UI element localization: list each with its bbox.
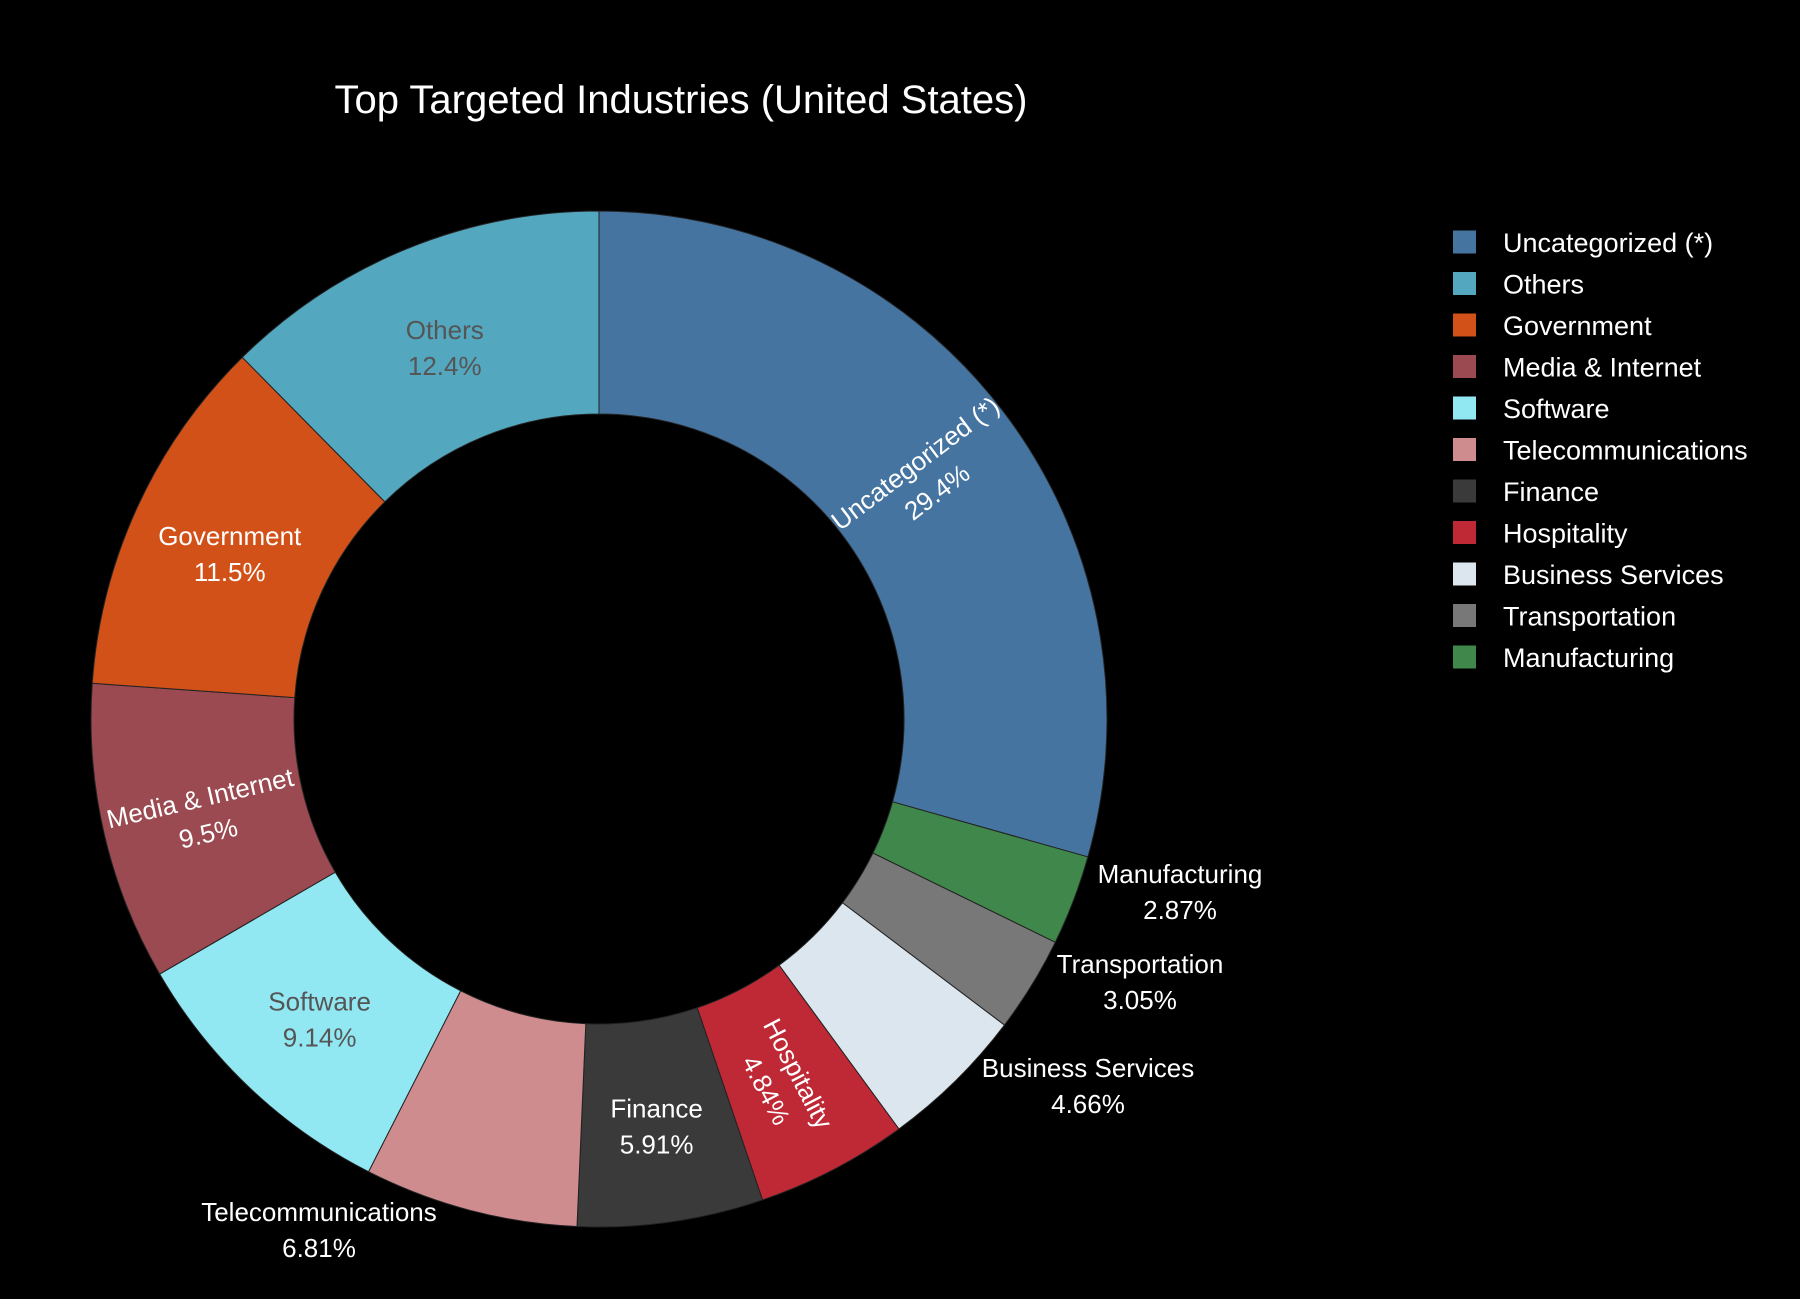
slice-label-percent: 3.05%: [1103, 985, 1177, 1015]
slice-label-name: Finance: [610, 1093, 703, 1123]
slice-label-others: Others 12.4%: [406, 315, 484, 381]
legend-item-government[interactable]: Government: [1453, 311, 1652, 341]
slice-label-transportation: Transportation 3.05%: [1057, 949, 1224, 1015]
slice-label-percent: 6.81%: [282, 1233, 356, 1263]
slice-label-manufacturing: Manufacturing 2.87%: [1098, 859, 1263, 925]
slice-label-percent: 11.5%: [194, 557, 266, 587]
legend: Uncategorized (*) Others Government Media &…: [1453, 228, 1748, 673]
slice-label-finance: Finance 5.91%: [610, 1093, 703, 1159]
legend-swatch: [1453, 645, 1476, 669]
legend-swatch: [1453, 604, 1476, 627]
slice-others[interactable]: [241, 210, 600, 503]
legend-item-transportation[interactable]: Transportation: [1453, 602, 1676, 632]
legend-swatch: [1453, 272, 1476, 295]
slice-label-name: Business Services: [982, 1053, 1194, 1083]
slice-label-telecommunications: Telecommunications 6.81%: [201, 1197, 437, 1263]
legend-item-media-internet[interactable]: Media & Internet: [1453, 353, 1702, 383]
legend-swatch: [1453, 355, 1476, 378]
legend-swatch: [1453, 479, 1476, 503]
slice-label-name: Manufacturing: [1098, 859, 1263, 889]
slice-label-percent: 5.91%: [620, 1129, 694, 1159]
slice-label-name: Others: [406, 315, 484, 345]
legend-label: Transportation: [1503, 602, 1676, 632]
slice-uncategorized[interactable]: [598, 210, 1108, 858]
slice-label-name: Software: [268, 986, 371, 1016]
legend-label: Government: [1503, 311, 1652, 341]
slice-label-name: Transportation: [1057, 949, 1224, 979]
slice-label-name: Telecommunications: [201, 1197, 437, 1227]
slice-label-percent: 4.66%: [1051, 1089, 1125, 1119]
legend-label: Manufacturing: [1503, 643, 1674, 673]
slice-label-percent: 2.87%: [1143, 895, 1217, 925]
slice-label-percent: 9.14%: [283, 1022, 357, 1052]
legend-item-hospitality[interactable]: Hospitality: [1453, 519, 1628, 549]
legend-label: Media & Internet: [1503, 353, 1702, 383]
legend-label: Business Services: [1503, 560, 1724, 590]
legend-item-finance[interactable]: Finance: [1453, 477, 1599, 507]
legend-label: Telecommunications: [1503, 436, 1748, 466]
slice-label-business-services: Business Services 4.66%: [982, 1053, 1194, 1119]
legend-swatch: [1453, 313, 1476, 337]
legend-swatch: [1453, 562, 1476, 586]
legend-swatch: [1453, 230, 1476, 254]
legend-item-telecommunications[interactable]: Telecommunications: [1453, 436, 1748, 466]
legend-item-software[interactable]: Software: [1453, 394, 1610, 424]
legend-swatch: [1453, 521, 1476, 544]
chart-title: Top Targeted Industries (United States): [335, 78, 1028, 122]
legend-label: Others: [1503, 270, 1584, 300]
legend-label: Finance: [1503, 477, 1599, 507]
slices-group: [90, 210, 1108, 1228]
legend-item-uncategorized[interactable]: Uncategorized (*): [1453, 228, 1713, 258]
slice-label-name: Government: [158, 521, 302, 551]
legend-label: Hospitality: [1503, 519, 1628, 549]
legend-swatch: [1453, 438, 1476, 461]
legend-label: Uncategorized (*): [1503, 228, 1713, 258]
legend-item-business-services[interactable]: Business Services: [1453, 560, 1724, 590]
slice-label-percent: 12.4%: [408, 351, 482, 381]
legend-label: Software: [1503, 394, 1610, 424]
legend-item-manufacturing[interactable]: Manufacturing: [1453, 643, 1674, 673]
legend-swatch: [1453, 396, 1476, 420]
legend-item-others[interactable]: Others: [1453, 270, 1584, 300]
slice-label-government: Government 11.5%: [158, 521, 302, 587]
slice-label-software: Software 9.14%: [268, 986, 371, 1052]
